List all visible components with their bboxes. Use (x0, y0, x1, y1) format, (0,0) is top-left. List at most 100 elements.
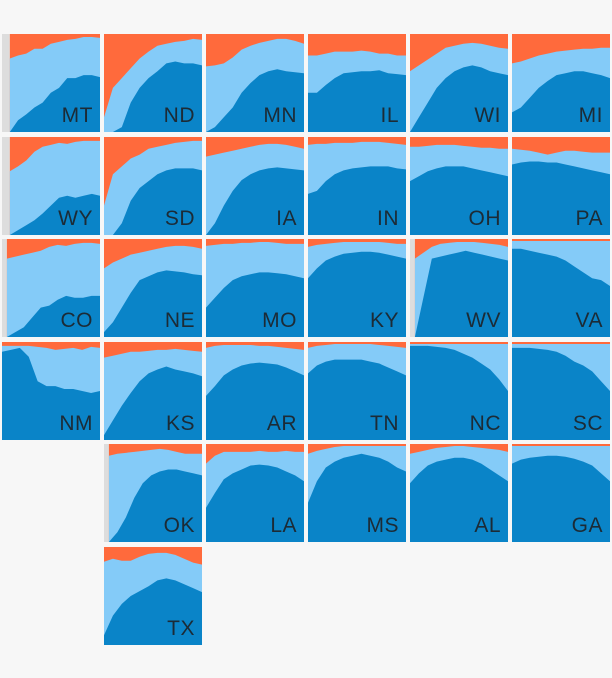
area-dark-blue (414, 250, 508, 337)
state-label: WV (466, 309, 501, 332)
state-label: SD (164, 206, 195, 230)
no-data-band (2, 136, 10, 235)
tile-ms: MS (308, 444, 406, 542)
tile-chart (410, 239, 508, 337)
tile-ks: KS (104, 341, 202, 440)
area-dark-blue (410, 457, 508, 542)
tile-mi: MI (512, 34, 610, 132)
state-label: OK (163, 514, 195, 537)
state-label: NC (469, 411, 501, 435)
tile-chart (206, 444, 304, 542)
area-dark-blue (512, 455, 610, 542)
tile-la: LA (206, 444, 304, 542)
area-dark-blue (104, 167, 202, 235)
tile-chart (308, 444, 406, 542)
state-label: SC (572, 411, 603, 435)
tile-ne: NE (104, 239, 202, 337)
state-label: WI (474, 104, 501, 127)
tile-nm: NM (2, 341, 100, 440)
no-data-band (2, 34, 10, 132)
state-label: CO (60, 309, 93, 332)
area-dark-blue (2, 347, 100, 440)
tile-chart (104, 341, 202, 440)
no-data-band (104, 444, 109, 542)
state-label: WY (58, 206, 93, 230)
tile-chart (512, 34, 610, 132)
tile-oh: OH (410, 136, 508, 235)
tile-chart (308, 136, 406, 235)
state-label: MT (61, 104, 93, 127)
area-dark-blue (9, 193, 100, 235)
state-label: MI (578, 104, 603, 127)
tile-chart (2, 136, 100, 235)
tile-in: IN (308, 136, 406, 235)
area-dark-blue (206, 166, 304, 235)
area-dark-blue (206, 362, 304, 440)
tile-chart (410, 136, 508, 235)
state-label: KY (369, 309, 399, 332)
tile-chart (2, 341, 100, 440)
state-label: VA (575, 309, 603, 332)
tile-nc: NC (410, 341, 508, 440)
tile-tx: TX (104, 546, 202, 645)
tile-chart (512, 444, 610, 542)
state-label: GA (571, 514, 603, 537)
area-dark-blue (308, 70, 406, 132)
tile-ky: KY (308, 239, 406, 337)
tile-chart (104, 239, 202, 337)
area-dark-blue (206, 69, 304, 132)
tile-sd: SD (104, 136, 202, 235)
tile-chart (104, 34, 202, 132)
tile-chart (2, 34, 100, 132)
no-data-band (410, 239, 415, 337)
tile-ar: AR (206, 341, 304, 440)
tile-chart (512, 239, 610, 337)
area-dark-blue (104, 577, 202, 645)
tile-chart (206, 34, 304, 132)
state-label: KS (165, 411, 195, 435)
area-dark-blue (308, 453, 406, 542)
tile-chart (308, 239, 406, 337)
area-dark-blue (512, 161, 610, 235)
tile-co: CO (2, 239, 100, 337)
tile-pa: PA (512, 136, 610, 235)
state-label: AL (474, 514, 501, 537)
state-label: ND (163, 104, 195, 127)
area-dark-blue (512, 248, 610, 337)
area-dark-blue (308, 165, 406, 235)
tile-chart (104, 136, 202, 235)
tile-mo: MO (206, 239, 304, 337)
area-dark-blue (410, 165, 508, 235)
area-dark-blue (104, 61, 202, 132)
area-dark-blue (308, 251, 406, 337)
tile-ga: GA (512, 444, 610, 542)
tile-chart (308, 341, 406, 440)
tile-wi: WI (410, 34, 508, 132)
tile-chart (206, 239, 304, 337)
tile-chart (206, 341, 304, 440)
tile-mt: MT (2, 34, 100, 132)
tile-chart (2, 239, 100, 337)
state-label: NM (59, 411, 93, 435)
tile-chart (410, 341, 508, 440)
tile-chart (206, 136, 304, 235)
state-label: IL (380, 104, 399, 127)
no-data-band (2, 239, 7, 337)
area-dark-blue (108, 469, 202, 542)
tile-ia: IA (206, 136, 304, 235)
tile-chart (410, 444, 508, 542)
state-label: OH (468, 206, 501, 230)
area-dark-blue (410, 345, 508, 440)
tile-chart (410, 34, 508, 132)
state-label: IN (377, 206, 399, 230)
tile-chart (104, 444, 202, 542)
area-dark-blue (206, 464, 304, 542)
tile-chart (512, 136, 610, 235)
tile-mn: MN (206, 34, 304, 132)
tile-tn: TN (308, 341, 406, 440)
tile-wv: WV (410, 239, 508, 337)
tile-va: VA (512, 239, 610, 337)
state-label: LA (270, 514, 297, 537)
tile-chart (104, 546, 202, 645)
